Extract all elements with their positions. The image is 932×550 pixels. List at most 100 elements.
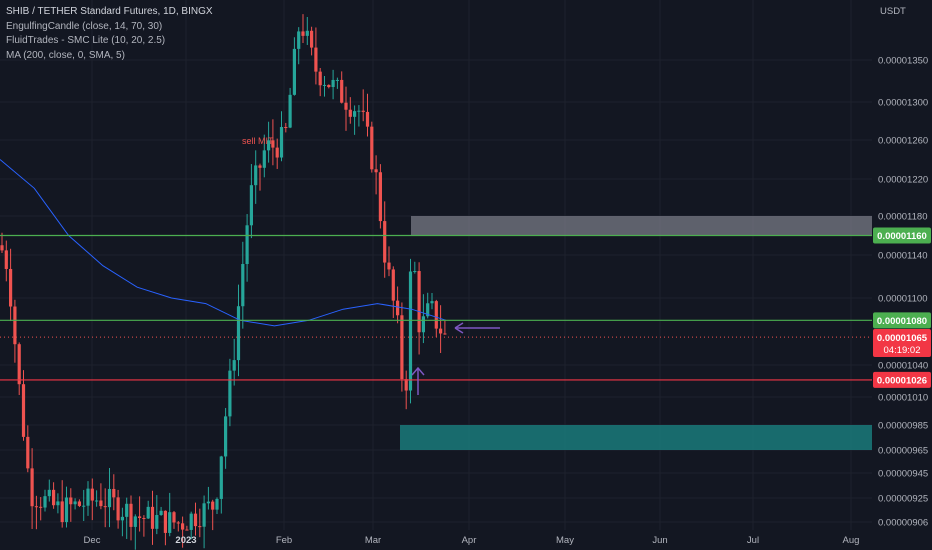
price-tick: 0.00001350 [878,56,928,67]
candle-body [112,488,116,498]
candle-body [185,529,189,531]
candle-body [69,497,73,505]
candle-body [305,30,309,36]
candle [86,481,90,516]
candle [318,67,322,97]
candle [361,89,365,122]
candle [198,508,202,538]
candle-body [396,300,400,316]
candle [202,495,206,549]
candle-body [262,150,266,168]
time-tick: May [556,535,574,546]
indicator-engulfing[interactable]: EngulfingCandle (close, 14, 70, 30) [6,20,163,32]
indicator-ma[interactable]: MA (200, close, 0, SMA, 5) [6,49,125,61]
candle [82,489,86,521]
current-price-value: 0.00001065 [877,333,928,344]
candle-body [82,505,86,507]
candle [232,338,236,386]
candle-body [125,503,129,517]
candle-body [21,384,26,437]
symbol-title[interactable]: SHIB / TETHER Standard Futures, 1D, BING… [6,6,213,17]
candle-body [47,489,51,497]
candle [254,150,258,204]
candle-body [155,515,159,529]
candle-body [224,416,228,457]
candle [365,93,370,137]
candle [193,502,198,536]
candle [0,232,4,253]
candle [125,497,129,539]
candle-body [245,225,249,265]
candle [34,495,38,530]
candle-body [279,127,284,158]
candle [284,122,288,133]
candle [219,455,223,514]
arrow-left-head [454,322,464,334]
candle [133,514,137,550]
candle-body [378,172,382,222]
candle [391,266,395,318]
candle [374,155,378,195]
candle [245,214,249,282]
candle-body [215,498,219,510]
sell-mit-label: sell MIT [242,136,274,146]
candle [69,488,73,522]
candle-body [314,47,318,72]
candle [73,498,77,510]
candle-body [150,506,155,529]
price-tick: 0.00001180 [878,212,928,223]
candle-body [348,109,352,117]
candle [120,507,124,537]
candle [181,516,185,548]
candle [279,111,284,162]
candle-body [129,503,133,527]
candle-body [193,513,198,527]
candlestick-series [0,14,447,550]
candle [404,370,408,410]
price-tick: 0.00000906 [878,518,928,529]
candle [103,488,107,528]
candle [43,489,47,512]
price-tick: 0.00001220 [878,175,928,186]
candle-body [4,250,8,269]
demand-zone [400,425,872,450]
candle-body [138,516,142,519]
price-tick: 0.00000925 [878,494,928,505]
level-label-bg [873,312,931,329]
candle-body [258,165,262,168]
time-tick: Mar [365,535,381,546]
candle-body [172,512,176,523]
candle [146,500,150,520]
price-tick: 0.00001300 [878,98,928,109]
candle [30,448,34,529]
candle-body [34,506,38,508]
candle-body [387,262,391,270]
candle [13,299,17,363]
supply-zone [411,216,872,236]
candle-body [9,268,13,307]
candle [224,407,228,469]
indicator-fluidtrades[interactable]: FluidTrades - SMC Lite (10, 20, 2.5) [6,35,166,46]
candle-body [271,140,275,148]
time-tick: Dec [84,535,101,546]
candle-body [26,436,30,469]
level-price-label: 0.00001080 [873,312,931,329]
time-axis[interactable]: Dec 2023 Feb Mar Apr May Jun Jul Aug [84,535,860,546]
candle-body [404,379,408,391]
level-label-text: 0.00001026 [877,375,927,386]
candle [288,87,292,129]
candle [150,490,155,545]
candle-body [288,94,292,128]
candle [430,292,434,310]
candle [344,86,348,131]
time-tick: Apr [462,535,477,546]
price-axis[interactable]: USDT 0.00001350 0.00001300 0.00001260 0.0000… [878,6,928,529]
level-label-text: 0.00001080 [877,316,927,327]
candle [434,299,438,338]
candle-body [211,501,215,510]
candle-body [434,301,438,329]
candle [292,37,296,96]
candle-body [340,79,344,103]
candle-body [408,271,413,391]
